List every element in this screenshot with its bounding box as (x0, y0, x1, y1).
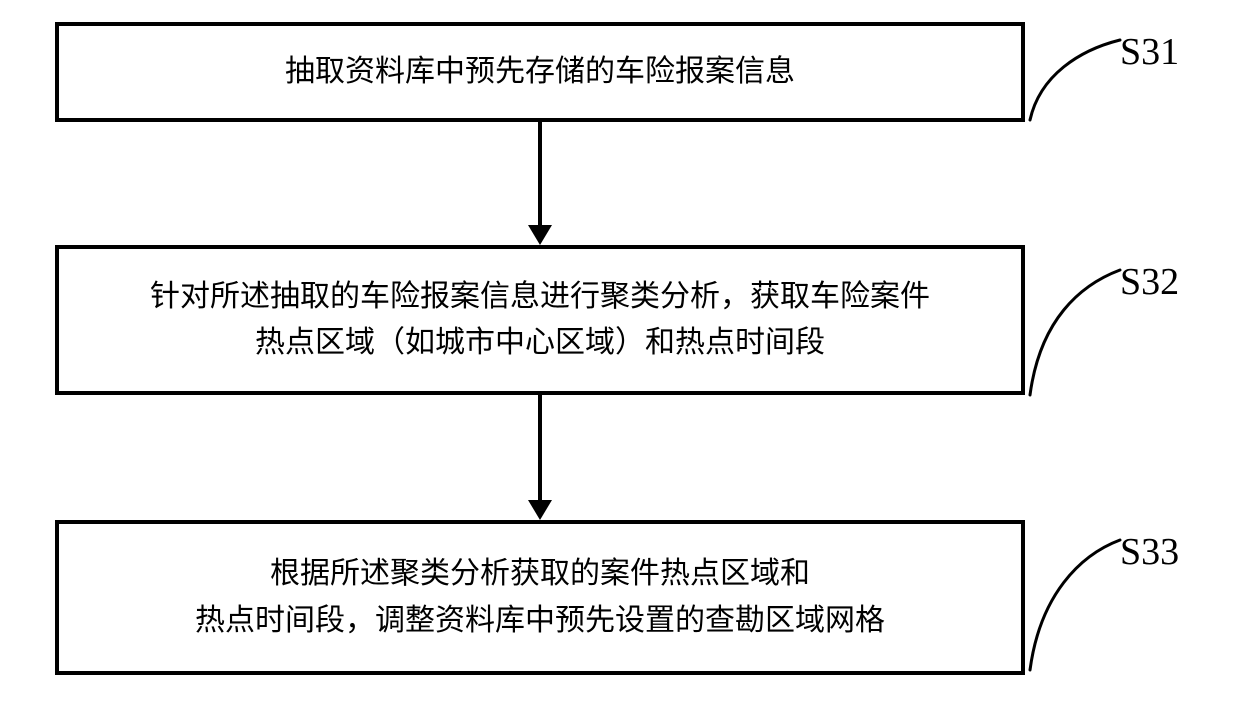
step-box-s32: 针对所述抽取的车险报案信息进行聚类分析，获取车险案件 热点区域（如城市中心区域）… (55, 245, 1025, 395)
step-label-s32: S32 (1120, 260, 1179, 304)
arrow-head-1 (528, 225, 552, 245)
step-box-s31: 抽取资料库中预先存储的车险报案信息 (55, 22, 1025, 122)
step-text-s31: 抽取资料库中预先存储的车险报案信息 (285, 49, 795, 96)
callout-s31 (1010, 20, 1130, 130)
step-label-s33: S33 (1120, 530, 1179, 574)
callout-s32 (1010, 250, 1130, 400)
step-text-s33: 根据所述聚类分析获取的案件热点区域和 热点时间段，调整资料库中预先设置的查勘区域… (195, 551, 885, 644)
callout-s33 (1010, 520, 1130, 675)
arrow-line-1 (538, 122, 542, 225)
arrow-head-2 (528, 500, 552, 520)
step-box-s33: 根据所述聚类分析获取的案件热点区域和 热点时间段，调整资料库中预先设置的查勘区域… (55, 520, 1025, 675)
step-label-s31: S31 (1120, 30, 1179, 74)
flowchart-canvas: 抽取资料库中预先存储的车险报案信息 S31 针对所述抽取的车险报案信息进行聚类分… (0, 0, 1239, 725)
step-text-s32: 针对所述抽取的车险报案信息进行聚类分析，获取车险案件 热点区域（如城市中心区域）… (150, 274, 930, 367)
arrow-line-2 (538, 395, 542, 500)
